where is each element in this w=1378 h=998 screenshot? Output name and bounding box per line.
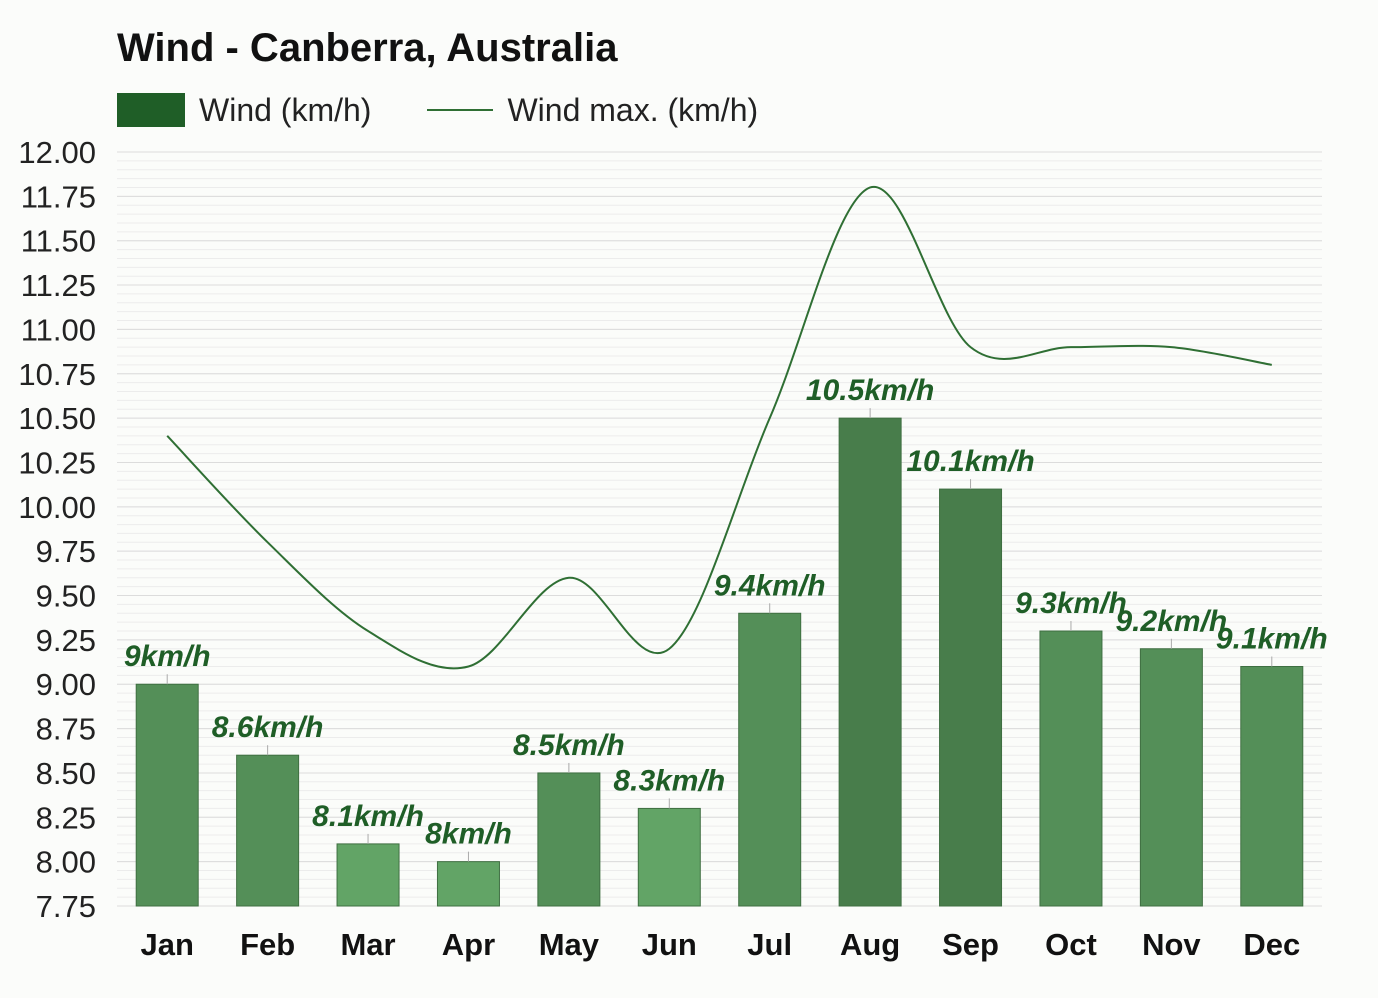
bar-sep bbox=[939, 488, 1003, 907]
legend: Wind (km/h) Wind max. (km/h) bbox=[117, 88, 758, 132]
legend-label-wind-max: Wind max. (km/h) bbox=[507, 91, 759, 128]
x-tick-label-jun: Jun bbox=[642, 927, 697, 962]
y-tick-label: 7.75 bbox=[36, 889, 96, 924]
bar-feb bbox=[236, 754, 300, 907]
y-tick-label: 8.75 bbox=[36, 712, 96, 747]
x-tick-label-aug: Aug bbox=[840, 927, 900, 962]
bar-apr bbox=[436, 861, 500, 907]
y-tick-label: 10.25 bbox=[18, 445, 96, 480]
data-label-apr: 8km/h bbox=[425, 818, 512, 851]
x-tick-label-sep: Sep bbox=[942, 927, 999, 962]
y-tick-label: 9.50 bbox=[36, 579, 96, 614]
x-tick-label-may: May bbox=[539, 927, 600, 962]
data-label-jun: 8.3km/h bbox=[613, 764, 725, 797]
chart-title: Wind - Canberra, Australia bbox=[117, 26, 618, 70]
y-tick-label: 11.25 bbox=[21, 268, 96, 303]
y-tick-label: 11.75 bbox=[21, 179, 96, 214]
x-tick-label-dec: Dec bbox=[1243, 927, 1300, 962]
y-tick-label: 11.00 bbox=[21, 312, 96, 347]
y-tick-label: 9.25 bbox=[36, 623, 96, 658]
data-label-nov: 9.2km/h bbox=[1116, 605, 1228, 638]
x-tick-label-nov: Nov bbox=[1142, 927, 1201, 962]
bar-oct bbox=[1039, 630, 1103, 907]
data-label-feb: 8.6km/h bbox=[212, 711, 324, 744]
legend-label-wind: Wind (km/h) bbox=[199, 91, 372, 128]
y-tick-label: 8.50 bbox=[36, 756, 96, 791]
data-label-aug: 10.5km/h bbox=[806, 374, 934, 407]
y-tick-label: 8.25 bbox=[36, 800, 96, 835]
data-label-jan: 9km/h bbox=[124, 640, 211, 673]
x-tick-label-oct: Oct bbox=[1045, 927, 1097, 962]
x-tick-label-apr: Apr bbox=[442, 927, 495, 962]
bar-nov bbox=[1139, 648, 1203, 907]
x-tick-label-jan: Jan bbox=[140, 927, 193, 962]
legend-line-swatch bbox=[427, 109, 494, 111]
data-label-may: 8.5km/h bbox=[513, 729, 625, 762]
bar-jun bbox=[637, 807, 701, 907]
bar-aug bbox=[838, 417, 902, 907]
x-tick-label-mar: Mar bbox=[340, 927, 395, 962]
x-tick-label-jul: Jul bbox=[747, 927, 792, 962]
y-tick-label: 12.00 bbox=[18, 135, 96, 170]
wind-max-line bbox=[166, 186, 1272, 670]
y-tick-label: 10.75 bbox=[18, 357, 96, 392]
bars bbox=[135, 408, 1304, 907]
y-tick-label: 9.00 bbox=[36, 667, 96, 702]
data-label-jul: 9.4km/h bbox=[714, 569, 826, 602]
x-tick-label-feb: Feb bbox=[240, 927, 295, 962]
y-tick-label: 10.50 bbox=[18, 401, 96, 436]
data-label-oct: 9.3km/h bbox=[1015, 587, 1127, 620]
bar-may bbox=[537, 772, 601, 907]
y-tick-label: 10.00 bbox=[18, 490, 96, 525]
bar-jul bbox=[738, 612, 802, 907]
bar-mar bbox=[336, 843, 400, 907]
y-tick-label: 11.50 bbox=[21, 224, 96, 259]
data-label-mar: 8.1km/h bbox=[312, 800, 424, 833]
y-tick-label: 8.00 bbox=[36, 845, 96, 880]
wind-max-series-line bbox=[166, 186, 1272, 670]
legend-bar-swatch bbox=[117, 93, 185, 127]
data-label-dec: 9.1km/h bbox=[1216, 622, 1328, 655]
bar-dec bbox=[1240, 665, 1304, 907]
y-tick-label: 9.75 bbox=[36, 534, 96, 569]
grid-lines bbox=[117, 151, 1322, 907]
x-axis: Jan Feb Mar Apr May Jun Jul Aug Sep Oct Nov Dec bbox=[140, 927, 1300, 962]
data-label-sep: 10.1km/h bbox=[906, 445, 1034, 478]
bar-jan bbox=[135, 683, 199, 907]
y-axis: 12.00 11.75 11.50 11.25 11.00 10.75 10.50 10.25… bbox=[18, 135, 96, 924]
